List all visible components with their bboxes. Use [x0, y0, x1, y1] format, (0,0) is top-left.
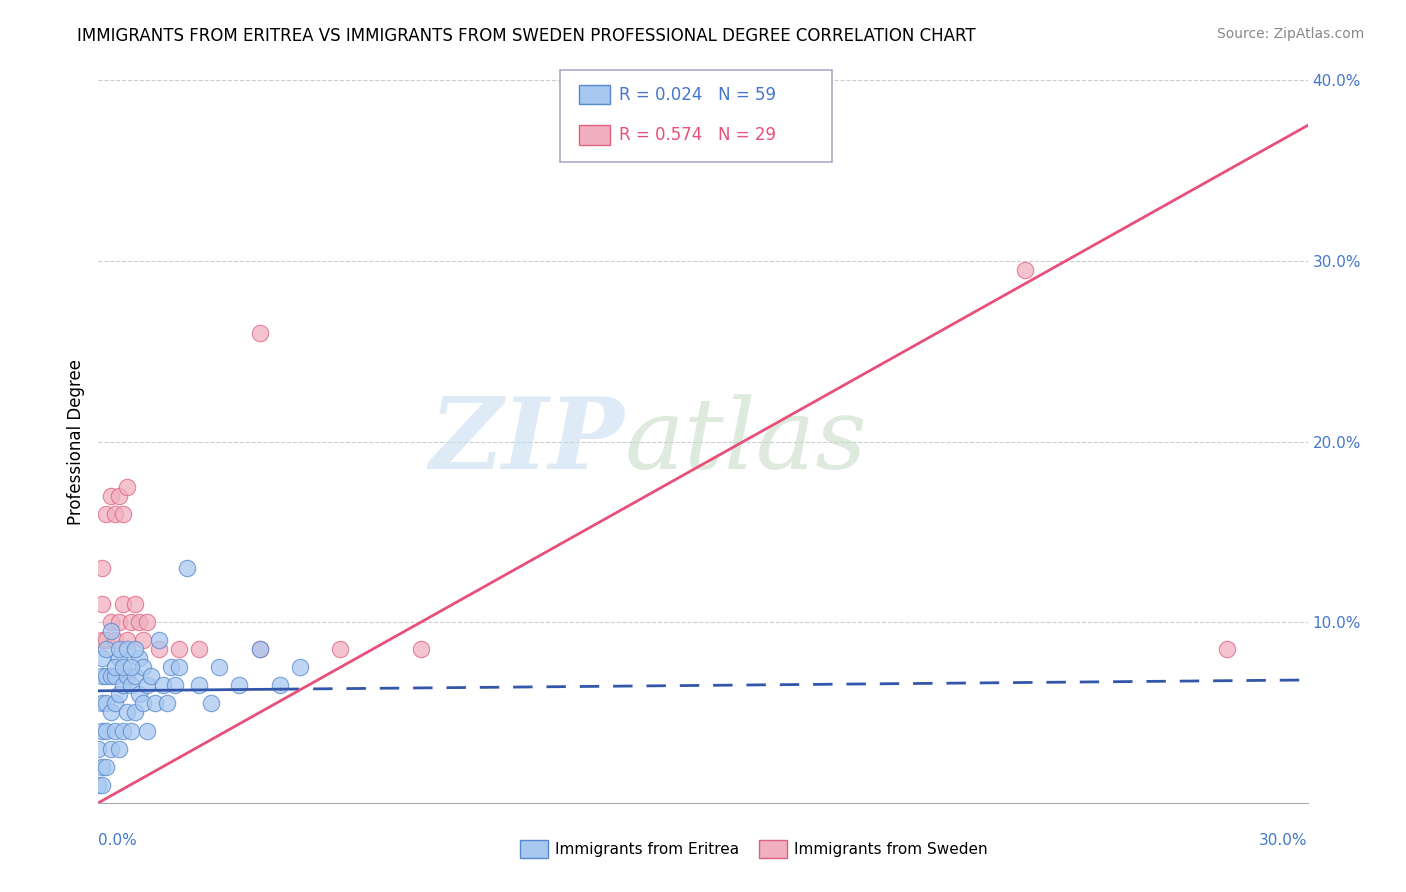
Point	[91, 778, 114, 792]
Point	[111, 678, 134, 692]
Point	[228, 678, 250, 692]
Point	[156, 697, 179, 711]
Point	[409, 642, 432, 657]
Point	[120, 660, 142, 674]
Point	[96, 669, 118, 683]
Point	[91, 760, 114, 774]
Point	[103, 507, 125, 521]
Point	[103, 669, 125, 683]
Point	[120, 723, 142, 738]
Point	[167, 660, 190, 674]
Text: 0.0%: 0.0%	[98, 833, 138, 848]
Text: Immigrants from Sweden: Immigrants from Sweden	[794, 842, 988, 856]
Point	[107, 642, 129, 657]
Point	[96, 723, 118, 738]
Point	[103, 697, 125, 711]
Point	[163, 678, 186, 692]
Point	[128, 615, 150, 630]
Point	[1216, 642, 1239, 657]
Point	[288, 660, 311, 674]
Point	[107, 489, 129, 503]
Point	[200, 697, 222, 711]
Point	[152, 678, 174, 692]
Point	[100, 615, 122, 630]
Point	[249, 326, 271, 340]
Point	[96, 760, 118, 774]
Point	[115, 642, 138, 657]
Point	[143, 697, 166, 711]
Point	[100, 706, 122, 720]
Point	[91, 723, 114, 738]
Point	[103, 660, 125, 674]
Point	[128, 687, 150, 701]
Point	[115, 706, 138, 720]
Point	[135, 723, 157, 738]
Point	[1014, 263, 1036, 277]
Point	[111, 723, 134, 738]
Text: Source: ZipAtlas.com: Source: ZipAtlas.com	[1216, 27, 1364, 41]
Point	[249, 642, 271, 657]
Point	[111, 660, 134, 674]
Text: atlas: atlas	[624, 394, 868, 489]
Point	[87, 741, 110, 756]
Text: ZIP: ZIP	[429, 393, 624, 490]
Point	[120, 678, 142, 692]
Point	[115, 669, 138, 683]
Point	[91, 651, 114, 665]
Point	[269, 678, 291, 692]
Point	[87, 778, 110, 792]
Point	[115, 480, 138, 494]
Point	[128, 651, 150, 665]
Point	[91, 669, 114, 683]
Point	[135, 615, 157, 630]
Point	[132, 660, 155, 674]
Point	[96, 633, 118, 648]
Point	[124, 642, 146, 657]
Point	[111, 507, 134, 521]
Point	[176, 561, 198, 575]
Point	[103, 633, 125, 648]
Text: R = 0.574   N = 29: R = 0.574 N = 29	[619, 126, 776, 144]
Point	[139, 669, 162, 683]
Point	[132, 697, 155, 711]
Point	[107, 651, 129, 665]
Point	[167, 642, 190, 657]
Point	[91, 633, 114, 648]
Point	[115, 633, 138, 648]
Text: Immigrants from Eritrea: Immigrants from Eritrea	[555, 842, 740, 856]
Point	[188, 678, 211, 692]
Point	[124, 669, 146, 683]
Y-axis label: Professional Degree: Professional Degree	[66, 359, 84, 524]
Point	[208, 660, 231, 674]
Point	[148, 642, 170, 657]
Point	[91, 697, 114, 711]
Point	[107, 615, 129, 630]
Point	[91, 561, 114, 575]
Text: 30.0%: 30.0%	[1260, 833, 1308, 848]
Point	[124, 706, 146, 720]
Point	[111, 597, 134, 611]
Point	[329, 642, 352, 657]
Text: IMMIGRANTS FROM ERITREA VS IMMIGRANTS FROM SWEDEN PROFESSIONAL DEGREE CORRELATIO: IMMIGRANTS FROM ERITREA VS IMMIGRANTS FR…	[77, 27, 976, 45]
Point	[120, 615, 142, 630]
Point	[103, 723, 125, 738]
Point	[100, 741, 122, 756]
Point	[107, 687, 129, 701]
Point	[132, 633, 155, 648]
Point	[100, 669, 122, 683]
Point	[249, 642, 271, 657]
Point	[91, 597, 114, 611]
Point	[188, 642, 211, 657]
Point	[96, 507, 118, 521]
Point	[135, 678, 157, 692]
Text: R = 0.024   N = 59: R = 0.024 N = 59	[619, 86, 776, 103]
Point	[96, 697, 118, 711]
Point	[148, 633, 170, 648]
Point	[124, 597, 146, 611]
Point	[107, 741, 129, 756]
Point	[160, 660, 183, 674]
Point	[96, 642, 118, 657]
Point	[100, 624, 122, 639]
Point	[100, 489, 122, 503]
